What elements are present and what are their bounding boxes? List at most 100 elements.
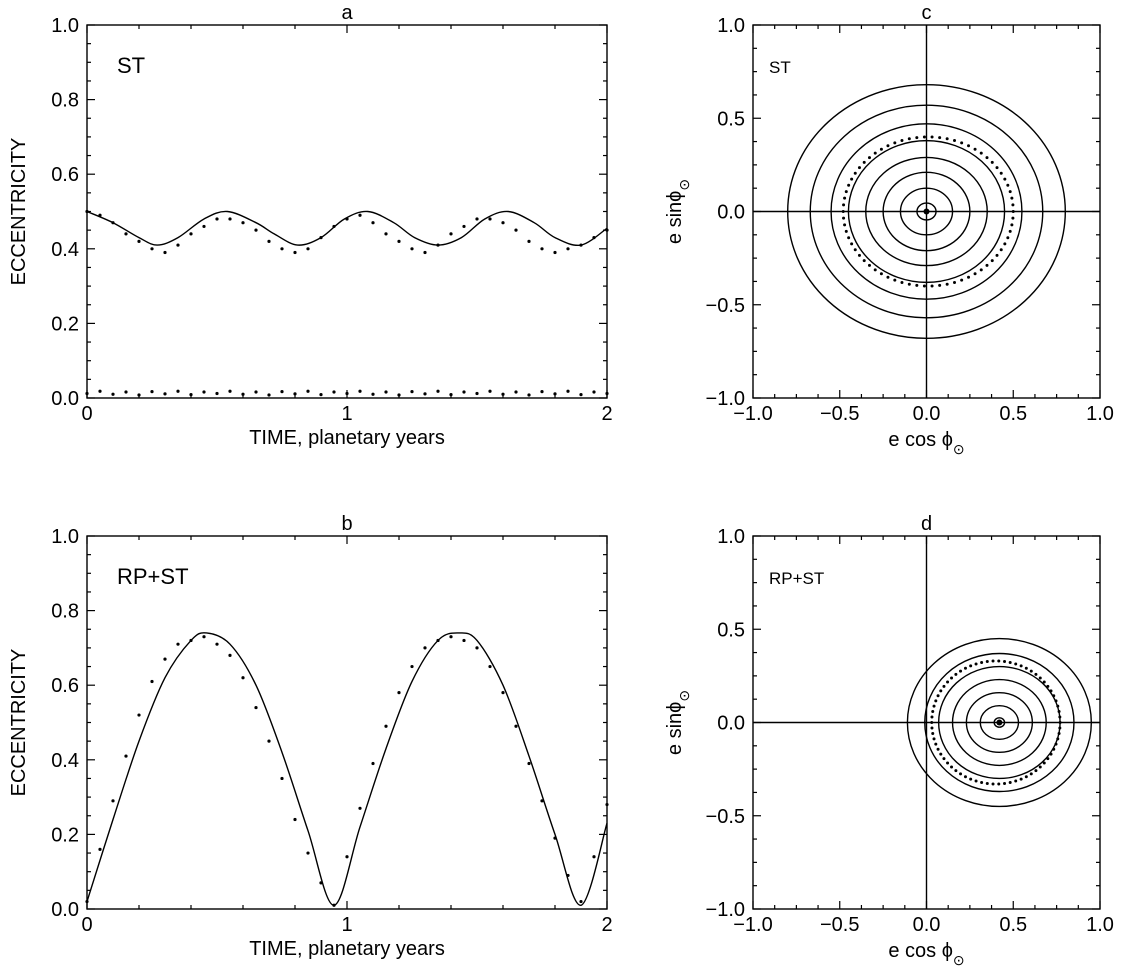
orbit-point (939, 752, 943, 756)
y-axis-label: ECCENTRICITY (8, 138, 30, 286)
orbit-point (997, 782, 1001, 786)
series-point (488, 217, 492, 221)
orbit-point (1008, 660, 1012, 664)
series-point (579, 243, 583, 247)
y-tick-label: 1.0 (717, 15, 745, 37)
orbit-point (1011, 210, 1015, 213)
series-point (553, 836, 557, 840)
orbit-point (969, 777, 973, 781)
panel-tag: ST (769, 58, 791, 77)
series-point (345, 855, 349, 859)
series-point (449, 393, 453, 397)
series-point (345, 217, 349, 221)
center-point (996, 719, 1003, 726)
orbit-point (879, 272, 883, 276)
series-point (358, 389, 362, 393)
orbit-point (867, 156, 871, 160)
series-point (332, 903, 336, 907)
series-point (384, 724, 388, 728)
orbit-point (841, 210, 845, 213)
orbit-point (954, 672, 958, 676)
series-point (371, 761, 375, 766)
series-point (436, 243, 440, 247)
orbit-point (853, 248, 857, 252)
y-axis-label-text: e sinϕ (664, 191, 686, 244)
plot-frame (86, 535, 608, 910)
orbit-point (1008, 190, 1012, 194)
orbit-point (930, 721, 934, 724)
orbit-point (900, 139, 904, 143)
orbit-point (1010, 196, 1014, 200)
orbit-point (1042, 761, 1046, 765)
series-point (202, 390, 206, 394)
x-tick-label: 0.0 (913, 914, 941, 936)
series-point (163, 250, 167, 255)
series-point (163, 657, 167, 661)
orbit-point (1008, 781, 1012, 785)
orbit-point (1049, 752, 1053, 756)
series-point (410, 247, 414, 251)
x-tick-label: −0.5 (820, 914, 859, 936)
orbit-point (960, 141, 964, 145)
orbit-point (853, 171, 857, 175)
orbit-point (1034, 672, 1038, 676)
series-point (475, 391, 479, 396)
y-axis-label-subscript: ⊙ (676, 690, 692, 702)
orbit-point (936, 747, 940, 751)
series-point (384, 390, 388, 394)
series-point (111, 221, 115, 225)
orbit-point (938, 136, 942, 140)
orbit-point (1029, 772, 1033, 776)
orbit-point (867, 263, 871, 267)
panel-d: d RP+ST −1.0 −0.5 0.0 0.5 1.0 −1.0 −0.5 0.0 0.5 1.0… (664, 513, 1114, 968)
orbit-point (930, 135, 934, 139)
orbit-point (1058, 721, 1062, 724)
series-point (189, 638, 193, 643)
orbit-point (963, 666, 967, 670)
orbit-point (1006, 183, 1010, 187)
orbit-point (985, 781, 989, 785)
series-point (267, 393, 271, 397)
orbit-point (1010, 223, 1014, 227)
orbit-point (931, 710, 935, 714)
series-point (293, 250, 297, 255)
orbit-point (1014, 662, 1018, 666)
series-point (202, 635, 206, 639)
orbit-point (945, 137, 949, 141)
series-point (449, 635, 453, 639)
y-tick-label: 0.0 (717, 713, 745, 735)
series-point (241, 392, 245, 396)
orbit-point (991, 782, 995, 786)
orbit-point (960, 278, 964, 282)
orbit-point (995, 166, 999, 170)
orbit-point (963, 775, 967, 779)
series-point (111, 799, 115, 803)
series-point (293, 817, 297, 822)
series-point (540, 247, 544, 251)
series-point (514, 390, 518, 394)
series-point (111, 392, 115, 396)
orbit-point (953, 280, 957, 284)
orbit-point (1052, 694, 1056, 698)
contour-ellipse (809, 104, 1044, 319)
series-point (98, 847, 102, 851)
orbit-point (1038, 676, 1042, 680)
orbit-point (946, 761, 950, 765)
contour-ellipse (979, 705, 1020, 740)
series-point (124, 232, 128, 236)
series-point (241, 221, 245, 225)
contour-ellipse (924, 652, 1075, 793)
series-point (540, 799, 544, 803)
orbit-point (950, 765, 954, 769)
orbit-point (857, 166, 861, 170)
orbit-point (922, 135, 926, 139)
orbit-point (985, 156, 989, 160)
orbit-point (1046, 757, 1050, 761)
series-point (527, 761, 531, 766)
orbit-point (930, 726, 934, 730)
orbit-point (942, 684, 946, 688)
orbit-point (980, 781, 984, 785)
series-point (410, 390, 414, 394)
series-point (436, 638, 440, 643)
